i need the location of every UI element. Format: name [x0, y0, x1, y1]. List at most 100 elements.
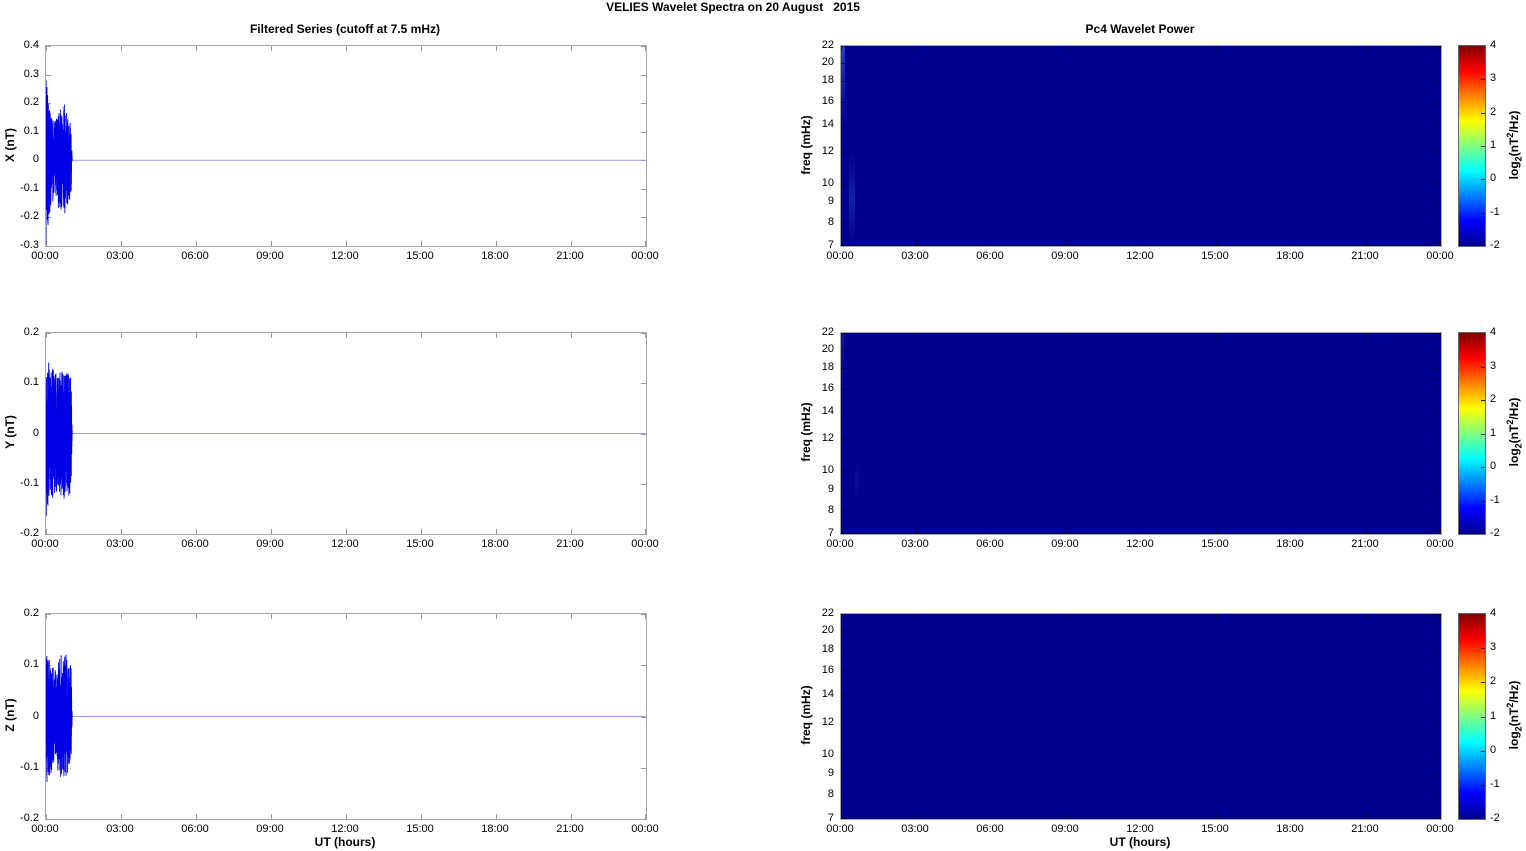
x-tick-mark — [916, 529, 917, 534]
x-tick-mark — [1216, 814, 1217, 819]
ts-x-x-tick-label: 09:00 — [256, 250, 284, 262]
x-tick-mark — [121, 529, 122, 534]
ts-y-y-tick-label: 0 — [32, 427, 39, 439]
ts-z-x-tick-label: 06:00 — [181, 823, 209, 835]
x-tick-mark — [916, 241, 917, 246]
wav-x-x-tick-label: 00:00 — [1426, 250, 1454, 262]
ts-y-y-tick-label: -0.1 — [20, 477, 39, 489]
ts-x-x-tick-label: 18:00 — [481, 250, 509, 262]
x-tick-mark — [421, 241, 422, 246]
x-tick-mark — [1440, 529, 1441, 534]
ts-x-x-tick-label: 15:00 — [406, 250, 434, 262]
wav-y-x-tick-label: 03:00 — [901, 538, 929, 550]
y-tick-mark — [46, 534, 51, 535]
freq-tick-mark — [1436, 439, 1441, 440]
freq-tick-mark — [841, 511, 846, 512]
wav-y-freq-tick-label: 7 — [827, 527, 834, 539]
x-tick-mark — [1366, 814, 1367, 819]
wav-y-freq-tick-label: 22 — [821, 326, 834, 338]
colorbar-tick-mark — [1481, 179, 1485, 180]
freq-tick-mark — [1436, 471, 1441, 472]
x-tick-mark — [196, 814, 197, 819]
wav-x-x-tick-label: 12:00 — [1126, 250, 1154, 262]
ts-y-y-tick-label: 0.1 — [23, 376, 39, 388]
wav-z-freq-tick-label: 12 — [821, 716, 834, 728]
freq-tick-mark — [1436, 695, 1441, 696]
x-tick-mark — [346, 46, 347, 51]
x-tick-mark — [841, 333, 842, 338]
ts-x-x-tick-label: 03:00 — [106, 250, 134, 262]
ts-x-x-tick-label: 00:00 — [31, 250, 59, 262]
x-tick-mark — [46, 614, 47, 619]
wav-y-x-tick-label: 00:00 — [1426, 538, 1454, 550]
wav-y-colorbar — [1458, 332, 1486, 535]
ts-x-waveform — [46, 80, 646, 244]
y-tick-mark — [641, 768, 646, 769]
ts-y-x-tick-label: 09:00 — [256, 538, 284, 550]
wav-y-x-tick-label: 12:00 — [1126, 538, 1154, 550]
wav-z-x-tick-label: 00:00 — [1426, 823, 1454, 835]
x-tick-mark — [496, 241, 497, 246]
wav-y-freq-tick-label: 14 — [821, 405, 834, 417]
y-tick-mark — [46, 246, 51, 247]
wav-z-colorbar-tick-label: -1 — [1490, 778, 1500, 790]
y-tick-mark — [46, 75, 51, 76]
x-tick-mark — [1066, 814, 1067, 819]
wav-z-freq-tick-label: 18 — [821, 643, 834, 655]
x-tick-mark — [571, 814, 572, 819]
wav-y-x-tick-label: 09:00 — [1051, 538, 1079, 550]
x-tick-mark — [121, 241, 122, 246]
ts-x-y-tick-label: 0.1 — [23, 125, 39, 137]
wav-y-freq-tick-label: 18 — [821, 361, 834, 373]
x-tick-mark — [991, 614, 992, 619]
x-tick-mark — [1291, 46, 1292, 51]
wav-x-freq-tick-label: 20 — [821, 56, 834, 68]
wav-z-colorbar-tick-label: 2 — [1490, 675, 1497, 687]
freq-tick-mark — [841, 81, 846, 82]
x-tick-mark — [1440, 241, 1441, 246]
freq-tick-mark — [841, 125, 846, 126]
x-tick-mark — [1066, 614, 1067, 619]
freq-tick-mark — [841, 723, 846, 724]
x-tick-mark — [571, 241, 572, 246]
y-tick-mark — [641, 665, 646, 666]
ts-x-y-tick-label: 0.2 — [23, 96, 39, 108]
wav-y-freq-tick-label: 8 — [827, 504, 834, 516]
y-tick-mark — [641, 132, 646, 133]
x-tick-mark — [1216, 46, 1217, 51]
wavelet-power-feature — [841, 333, 844, 389]
x-tick-mark — [1216, 333, 1217, 338]
wav-x-x-tick-label: 18:00 — [1276, 250, 1304, 262]
colorbar-tick-mark — [1481, 467, 1485, 468]
ts-z-x-tick-label: 09:00 — [256, 823, 284, 835]
x-tick-mark — [496, 814, 497, 819]
ts-y-x-tick-label: 03:00 — [106, 538, 134, 550]
ts-z-y-tick-label: 0.1 — [23, 658, 39, 670]
ts-y-x-tick-label: 15:00 — [406, 538, 434, 550]
x-tick-mark — [421, 814, 422, 819]
x-tick-mark — [571, 614, 572, 619]
wav-z-colorbar — [1458, 613, 1486, 820]
wav-y-freq-tick-label: 12 — [821, 432, 834, 444]
ts-z-x-tick-label: 12:00 — [331, 823, 359, 835]
x-tick-mark — [46, 814, 47, 819]
x-tick-mark — [991, 46, 992, 51]
ts-z-x-tick-label: 18:00 — [481, 823, 509, 835]
x-tick-mark — [1440, 333, 1441, 338]
wav-x-wavelet-heatmap — [840, 45, 1442, 247]
wavelet-power-feature — [841, 46, 846, 125]
x-tick-mark — [1141, 46, 1142, 51]
wav-z-x-tick-label: 00:00 — [826, 823, 854, 835]
wav-x-x-tick-label: 15:00 — [1201, 250, 1229, 262]
wav-x-freq-tick-label: 16 — [821, 95, 834, 107]
wav-x-colorbar-tick-label: 1 — [1490, 139, 1497, 151]
x-tick-mark — [346, 814, 347, 819]
y-tick-mark — [46, 333, 51, 334]
wav-z-x-tick-label: 12:00 — [1126, 823, 1154, 835]
x-tick-mark — [271, 241, 272, 246]
x-tick-mark — [121, 333, 122, 338]
freq-tick-mark — [841, 245, 846, 246]
wav-x-colorbar-tick-label: -1 — [1490, 206, 1500, 218]
ts-z-x-tick-label: 03:00 — [106, 823, 134, 835]
wav-x-colorbar — [1458, 45, 1486, 247]
